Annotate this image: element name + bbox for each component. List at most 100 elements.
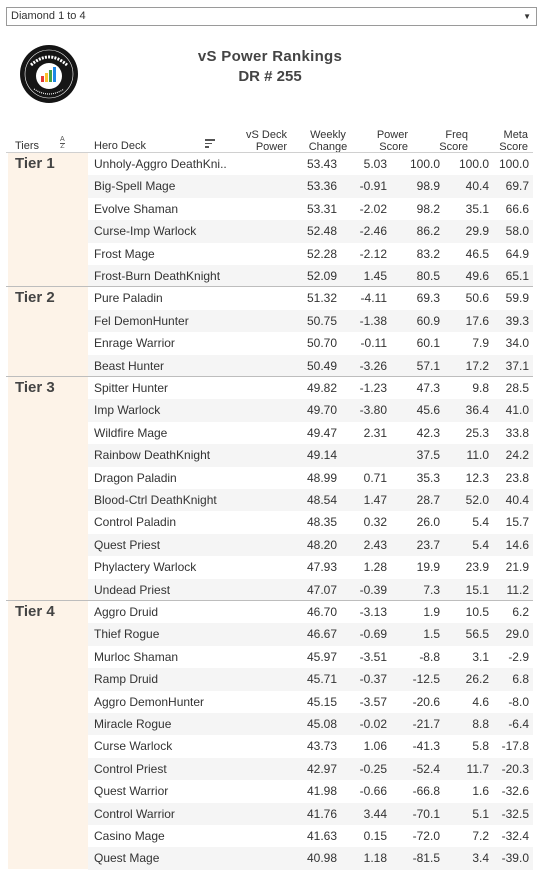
table-row[interactable]: Beast Hunter 50.49 -3.26 57.1 17.2 37.1: [88, 354, 533, 377]
hero-deck-cell: Pure Paladin: [94, 291, 163, 306]
weekly-change-cell: -3.26: [359, 358, 387, 373]
freq-score-header-l2: Score: [439, 141, 468, 153]
weekly-change-cell: 1.28: [363, 560, 387, 575]
weekly-change-header-l1: Weekly: [310, 129, 346, 141]
hero-deck-cell: Wildfire Mage: [94, 425, 168, 440]
table-row[interactable]: Quest Warrior 41.98 -0.66 -66.8 1.6 -32.6: [88, 780, 533, 802]
deck-power-cell: 45.08: [306, 717, 337, 731]
deck-power-cell: 49.82: [306, 381, 337, 395]
table-row[interactable]: Spitter Hunter 49.82 -1.23 47.3 9.8 28.5: [88, 377, 533, 399]
freq-score-cell: 23.9: [465, 560, 489, 575]
table-row[interactable]: Control Priest 42.97 -0.25 -52.4 11.7 -20.3: [88, 757, 533, 781]
meta-score-cell: 59.9: [505, 291, 529, 306]
table-row[interactable]: Pure Paladin 51.32 -4.11 69.3 50.6 59.9: [88, 287, 533, 309]
freq-score-cell: 40.4: [465, 179, 489, 194]
freq-score-cell: 36.4: [465, 403, 489, 418]
weekly-change-cell: 1.47: [363, 493, 387, 507]
table-row[interactable]: Control Paladin 48.35 0.32 26.0 5.4 15.7: [88, 511, 533, 533]
power-score-cell: 28.7: [416, 493, 440, 507]
weekly-change-cell: 2.31: [363, 425, 387, 440]
table-row[interactable]: Thief Rogue 46.67 -0.69 1.5 56.5 29.0: [88, 623, 533, 646]
deck-power-cell: 45.15: [306, 694, 337, 709]
meta-score-cell: 6.8: [512, 672, 529, 687]
weekly-change-cell: -3.80: [359, 403, 387, 418]
table-row[interactable]: Big-Spell Mage 53.36 -0.91 98.9 40.4 69.7: [88, 175, 533, 198]
table-row[interactable]: Quest Mage 40.98 1.18 -81.5 3.4 -39.0: [88, 847, 533, 870]
sort-az-icon[interactable]: A Z: [60, 136, 65, 150]
tier-divider: [6, 600, 533, 601]
deck-power-cell: 46.70: [306, 605, 337, 619]
meta-score-header: Meta Score: [499, 129, 528, 153]
table-row[interactable]: Wildfire Mage 49.47 2.31 42.3 25.3 33.8: [88, 422, 533, 444]
table-row[interactable]: Enrage Warrior 50.70 -0.11 60.1 7.9 34.0: [88, 332, 533, 354]
deck-power-cell: 51.32: [306, 291, 337, 306]
hero-deck-cell: Casino Mage: [94, 829, 165, 843]
table-row[interactable]: Undead Priest 47.07 -0.39 7.3 15.1 11.2: [88, 578, 533, 601]
table-row[interactable]: Evolve Shaman 53.31 -2.02 98.2 35.1 66.6: [88, 198, 533, 220]
table-row[interactable]: Unholy-Aggro DeathKni.. 53.43 5.03 100.0 100…: [88, 153, 533, 175]
weekly-change-cell: -0.66: [359, 784, 387, 799]
rank-filter-dropdown[interactable]: Diamond 1 to 4 ▼: [6, 7, 537, 26]
meta-score-cell: -6.4: [508, 717, 529, 731]
hero-deck-cell: Enrage Warrior: [94, 336, 175, 351]
table-row[interactable]: Curse-Imp Warlock 52.48 -2.46 86.2 29.9 58.0: [88, 220, 533, 243]
table-row[interactable]: Imp Warlock 49.70 -3.80 45.6 36.4 41.0: [88, 399, 533, 422]
hero-deck-cell: Spitter Hunter: [94, 381, 169, 395]
hero-deck-cell: Unholy-Aggro DeathKni..: [94, 157, 227, 171]
hero-deck-cell: Frost Mage: [94, 246, 155, 261]
table-row[interactable]: Quest Priest 48.20 2.43 23.7 5.4 14.6: [88, 533, 533, 557]
freq-score-cell: 46.5: [465, 246, 489, 261]
freq-score-cell: 17.2: [465, 358, 489, 373]
freq-score-header: Freq Score: [439, 129, 468, 153]
tier-divider: [6, 376, 533, 377]
table-row[interactable]: Frost-Burn DeathKnight 52.09 1.45 80.5 49.6 6…: [88, 265, 533, 288]
weekly-change-cell: -0.91: [359, 179, 387, 194]
deck-power-cell: 41.98: [306, 784, 337, 799]
hero-deck-cell: Rainbow DeathKnight: [94, 448, 211, 463]
meta-score-cell: 34.0: [505, 336, 529, 351]
sort-z-letter: Z: [60, 143, 65, 150]
weekly-change-cell: 1.18: [363, 851, 387, 866]
table-row[interactable]: Fel DemonHunter 50.75 -1.38 60.9 17.6 39.3: [88, 309, 533, 333]
rank-filter-value: Diamond 1 to 4: [11, 10, 86, 22]
table-row[interactable]: Dragon Paladin 48.99 0.71 35.3 12.3 23.8: [88, 467, 533, 489]
table-row[interactable]: Control Warrior 41.76 3.44 -70.1 5.1 -32.5: [88, 802, 533, 825]
freq-score-cell: 5.4: [472, 515, 489, 530]
table-row[interactable]: Casino Mage 41.63 0.15 -72.0 7.2 -32.4: [88, 825, 533, 847]
tier-block: [8, 153, 88, 287]
hero-deck-cell: Imp Warlock: [94, 403, 161, 418]
deck-power-cell: 48.99: [306, 470, 337, 485]
hero-deck-header: Hero Deck: [94, 140, 146, 152]
weekly-change-cell: -2.12: [359, 246, 387, 261]
power-score-cell: 69.3: [416, 291, 440, 306]
table-row[interactable]: Aggro DemonHunter 45.15 -3.57 -20.6 4.6 -8.0: [88, 691, 533, 713]
tier-block: [8, 287, 88, 376]
deck-power-cell: 41.76: [306, 806, 337, 821]
power-score-header-l1: Power: [376, 129, 408, 141]
tier-label: Tier 3: [15, 379, 55, 396]
freq-score-cell: 3.4: [472, 851, 489, 866]
table-row[interactable]: Phylactery Warlock 47.93 1.28 19.9 23.9 21.9: [88, 556, 533, 578]
weekly-change-cell: -1.23: [359, 381, 387, 395]
page-title: vS Power Rankings: [197, 48, 343, 65]
table-row[interactable]: Frost Mage 52.28 -2.12 83.2 46.5 64.9: [88, 243, 533, 265]
table-row[interactable]: Curse Warlock 43.73 1.06 -41.3 5.8 -17.8: [88, 735, 533, 757]
weekly-change-header-l2: Change: [308, 141, 348, 153]
table-row[interactable]: Ramp Druid 45.71 -0.37 -12.5 26.2 6.8: [88, 668, 533, 691]
weekly-change-cell: 2.43: [363, 537, 387, 552]
hero-deck-cell: Aggro Druid: [94, 605, 159, 619]
deck-power-cell: 47.07: [306, 582, 337, 597]
table-row[interactable]: Miracle Rogue 45.08 -0.02 -21.7 8.8 -6.4: [88, 713, 533, 736]
meta-score-cell: 64.9: [505, 246, 529, 261]
meta-score-cell: -8.0: [508, 694, 529, 709]
deck-power-cell: 52.28: [306, 246, 337, 261]
hero-deck-cell: Curse-Imp Warlock: [94, 224, 197, 239]
table-row[interactable]: Murloc Shaman 45.97 -3.51 -8.8 3.1 -2.9: [88, 646, 533, 668]
table-row[interactable]: Rainbow DeathKnight 49.14 37.5 11.0 24.2: [88, 444, 533, 467]
sort-descending-icon[interactable]: [205, 139, 215, 149]
deck-power-header-l2: Power: [255, 141, 287, 153]
table-row[interactable]: Blood-Ctrl DeathKnight 48.54 1.47 28.7 52.0 4…: [88, 489, 533, 512]
deck-power-cell: 41.63: [306, 829, 337, 843]
table-row[interactable]: Aggro Druid 46.70 -3.13 1.9 10.5 6.2: [88, 601, 533, 623]
weekly-change-cell: -0.11: [360, 336, 387, 351]
